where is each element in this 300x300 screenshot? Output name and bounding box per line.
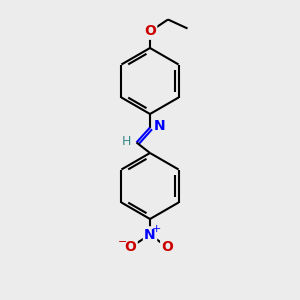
Text: O: O: [124, 240, 136, 254]
Text: N: N: [144, 228, 156, 242]
Text: H: H: [122, 134, 131, 148]
Text: N: N: [154, 119, 165, 133]
Text: O: O: [144, 25, 156, 38]
Text: +: +: [152, 224, 161, 234]
Text: O: O: [161, 240, 173, 254]
Text: −: −: [117, 237, 127, 247]
